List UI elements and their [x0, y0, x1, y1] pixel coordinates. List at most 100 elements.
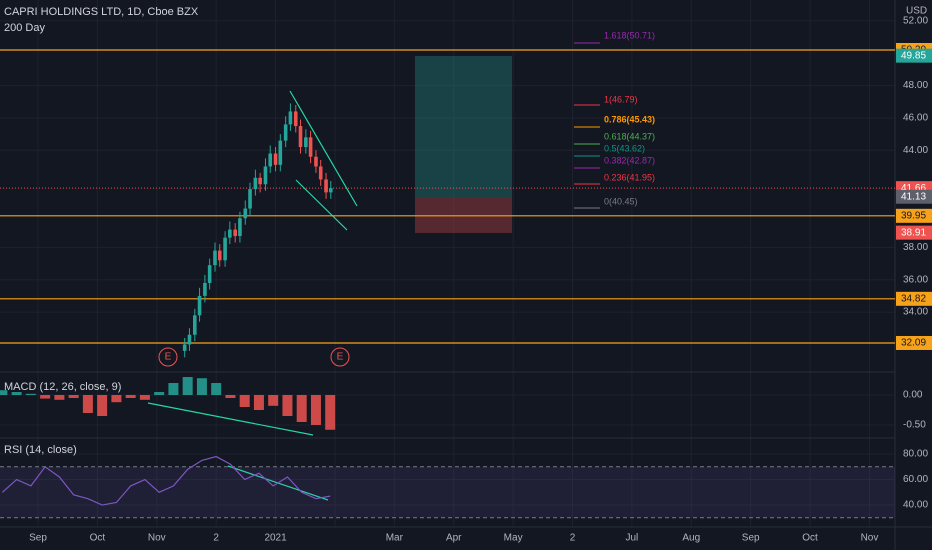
candle-body	[228, 229, 232, 238]
candle-body	[258, 177, 262, 185]
price-tag-label: 41.13	[901, 191, 926, 202]
x-tick-label: Sep	[742, 533, 760, 544]
macd-bar	[0, 390, 8, 396]
candle-body	[288, 111, 293, 125]
candle-body	[273, 153, 278, 165]
macd-bar	[296, 395, 307, 422]
macd-bar	[325, 395, 336, 430]
candle-body	[187, 334, 192, 345]
x-tick-label: Oct	[802, 533, 818, 544]
candle-body	[238, 218, 242, 237]
macd-bar	[25, 393, 36, 396]
candle-body	[253, 177, 258, 190]
macd-label: MACD (12, 26, close, 9)	[4, 381, 121, 393]
fib-label: 0.382(42.87)	[604, 155, 655, 165]
chart-title: CAPRI HOLDINGS LTD, 1D, Cboe BZX	[4, 6, 199, 18]
candle-body	[203, 282, 207, 296]
price-tag-label: 32.09	[901, 338, 926, 349]
price-tag	[896, 208, 932, 223]
y-tick-label: 34.00	[903, 307, 928, 318]
macd-bar	[97, 395, 108, 416]
macd-bar	[125, 395, 136, 399]
fib-label: 1(46.79)	[604, 94, 638, 104]
x-tick-label: Jul	[626, 533, 639, 544]
y-tick-label: 60.00	[903, 474, 928, 485]
rsi-band	[0, 466, 895, 518]
x-tick-label: Aug	[682, 533, 700, 544]
candle-body	[328, 188, 333, 193]
price-tag	[896, 48, 932, 63]
earnings-marker[interactable]	[330, 347, 350, 367]
earnings-marker[interactable]	[158, 347, 178, 367]
candle-body	[213, 250, 217, 266]
macd-bar	[282, 395, 293, 416]
trendline	[147, 402, 314, 436]
macd-bar	[196, 378, 207, 396]
candle-body	[197, 295, 202, 316]
earnings-label[interactable]: E	[165, 352, 172, 363]
price-tag-label: 49.85	[901, 50, 926, 61]
macd-bar	[225, 395, 236, 399]
y-tick-label: 0.00	[903, 390, 923, 401]
x-tick-label: Apr	[446, 533, 462, 544]
currency-label: USD	[906, 6, 927, 17]
macd-bar	[310, 395, 321, 425]
candle-body	[243, 208, 248, 219]
macd-bar	[11, 392, 22, 396]
fib-label: 0.236(41.95)	[604, 172, 655, 182]
indicator-label: 200 Day	[4, 22, 45, 34]
macd-bar	[168, 383, 179, 396]
earnings-label[interactable]: E	[337, 352, 344, 363]
macd-bar	[111, 395, 122, 403]
y-tick-label: 36.00	[903, 274, 928, 285]
candle-body	[233, 229, 237, 237]
fib-label: 1.618(50.71)	[604, 30, 655, 40]
candle-body	[248, 189, 252, 209]
y-tick-label: 40.00	[903, 500, 928, 511]
y-tick-label: 44.00	[903, 145, 928, 156]
fib-label: 0.618(44.37)	[604, 131, 655, 141]
x-tick-label: Oct	[90, 533, 106, 544]
x-tick-label: 2021	[264, 533, 287, 544]
long-position-loss	[415, 197, 512, 233]
long-position-profit	[415, 56, 512, 197]
x-tick-label: Nov	[861, 533, 879, 544]
x-tick-label: Mar	[386, 533, 404, 544]
price-tag	[896, 225, 932, 240]
candle-body	[217, 250, 222, 261]
candle-body	[283, 124, 288, 141]
price-tag	[896, 291, 932, 306]
price-tag	[896, 335, 932, 350]
candle-body	[298, 126, 303, 148]
price-tag-label: 34.82	[901, 293, 926, 304]
macd-bar	[154, 392, 165, 396]
macd-bar	[182, 377, 193, 396]
y-tick-label: 48.00	[903, 80, 928, 91]
rsi-label: RSI (14, close)	[4, 444, 77, 456]
price-tag	[896, 189, 932, 204]
y-tick-label: 52.00	[903, 16, 928, 27]
macd-bar	[82, 395, 93, 413]
candle-body	[278, 140, 283, 165]
candle-body	[223, 237, 227, 261]
x-tick-label: Nov	[148, 533, 166, 544]
price-tag-label: 39.95	[901, 210, 926, 221]
candle-body	[324, 179, 328, 193]
fib-label: 0(40.45)	[604, 196, 638, 206]
macd-bar	[268, 395, 279, 406]
x-tick-label: 2	[570, 533, 576, 544]
candle-body	[192, 315, 197, 335]
macd-bar	[253, 395, 264, 410]
y-tick-label: 80.00	[903, 449, 928, 460]
macd-bar	[139, 395, 150, 400]
candle-body	[207, 265, 212, 283]
trendline	[289, 90, 358, 207]
x-tick-label: 2	[213, 533, 219, 544]
candle-body	[304, 137, 308, 148]
candle-body	[268, 153, 273, 167]
candle-body	[182, 344, 187, 351]
rsi-line	[1, 455, 331, 506]
candle-body	[308, 137, 313, 157]
